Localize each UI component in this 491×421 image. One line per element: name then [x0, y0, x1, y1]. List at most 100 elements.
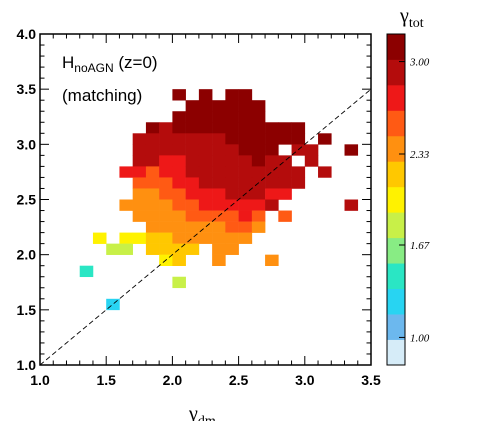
- heatmap-cell: [238, 100, 253, 112]
- heatmap-cell: [212, 166, 226, 178]
- heatmap-cell: [198, 177, 213, 189]
- heatmap-cell: [225, 188, 239, 200]
- heatmap-cell: [145, 144, 160, 156]
- colorbar-segment: [387, 339, 405, 366]
- heatmap-cell: [159, 144, 173, 156]
- heatmap-cell: [172, 221, 186, 233]
- heatmap-cell: [265, 144, 279, 156]
- colorbar-tick-label: 2.33: [410, 149, 430, 161]
- heatmap-cell: [251, 155, 266, 167]
- heatmap-cell: [185, 111, 200, 123]
- heatmap-cell: [185, 232, 200, 244]
- heatmap-cell: [132, 133, 147, 145]
- heatmap-cell: [172, 254, 186, 266]
- annotation-model-label: HnoAGN (z=0): [62, 53, 158, 75]
- x-tick-label: 3.5: [361, 372, 381, 388]
- heatmap-cell: [212, 133, 226, 145]
- heatmap-cell: [185, 133, 200, 145]
- heatmap-cell: [212, 188, 226, 200]
- heatmap-cell: [132, 232, 147, 244]
- heatmap-cell: [212, 122, 226, 134]
- heatmap-cell: [159, 166, 173, 178]
- heatmap-cell: [225, 166, 239, 178]
- heatmap-cell: [212, 254, 226, 266]
- heatmap-cell: [172, 111, 186, 123]
- heatmap-cell: [198, 122, 213, 134]
- heatmap-cell: [238, 221, 253, 233]
- heatmap-cell: [212, 111, 226, 123]
- heatmap-cell: [119, 232, 133, 244]
- heatmap-cell: [159, 210, 173, 222]
- colorbar-segment: [387, 135, 405, 162]
- x-tick-label: 1.0: [30, 372, 50, 388]
- heatmap-cell: [132, 210, 147, 222]
- heatmap-cell: [318, 166, 332, 178]
- heatmap-cell: [132, 144, 147, 156]
- heatmap-cell: [159, 232, 173, 244]
- heatmap-cell: [304, 155, 319, 167]
- colorbar-segment: [387, 161, 405, 188]
- heatmap-cell: [225, 111, 239, 123]
- heatmap-cell: [185, 122, 200, 134]
- heatmap-cell: [212, 243, 226, 255]
- colorbar-tick-label: 3.00: [409, 57, 430, 69]
- heatmap-cell: [172, 166, 186, 178]
- y-tick-label: 3.5: [17, 81, 37, 97]
- heatmap-cell: [278, 210, 292, 222]
- heatmap-cell: [198, 100, 213, 112]
- heatmap-cell: [251, 111, 266, 123]
- heatmap-cell: [159, 221, 173, 233]
- heatmap-cell: [238, 177, 253, 189]
- heatmap-cell: [172, 177, 186, 189]
- heatmap-cell: [212, 221, 226, 233]
- heatmap-cell: [185, 188, 200, 200]
- heatmap-cell: [265, 122, 279, 134]
- heatmap-cell: [291, 177, 306, 189]
- heatmap-cell: [291, 133, 306, 145]
- heatmap-cell: [265, 166, 279, 178]
- heatmap-cell: [238, 144, 253, 156]
- y-tick-label: 2.0: [17, 247, 37, 263]
- heatmap-cell: [198, 144, 213, 156]
- colorbar-segment: [387, 314, 405, 340]
- heatmap-cell: [251, 122, 266, 134]
- heatmap-cell: [212, 144, 226, 156]
- y-tick-label: 3.0: [17, 136, 37, 152]
- heatmap-cell: [145, 210, 160, 222]
- heatmap-cell: [291, 122, 306, 134]
- heatmap-cell: [225, 133, 239, 145]
- x-tick-label: 2.0: [163, 372, 183, 388]
- heatmap-cell: [198, 166, 213, 178]
- heatmap-cell: [212, 177, 226, 189]
- heatmap-cell: [238, 199, 253, 211]
- y-axis-ticks: 1.0 1.5 2.0 2.5 3.0 3.5 4.0: [17, 26, 371, 373]
- heatmap-cell: [225, 243, 239, 255]
- heatmap-cell: [238, 133, 253, 145]
- heatmap-cell: [172, 276, 186, 289]
- heatmap-cell: [185, 100, 200, 112]
- heatmap-cell: [225, 232, 239, 244]
- heatmap-cells: [79, 89, 359, 311]
- colorbar-tick-label: 1.00: [410, 332, 430, 344]
- heatmap-cell: [172, 199, 186, 211]
- heatmap-cell: [159, 243, 173, 255]
- heatmap-cell: [92, 232, 107, 244]
- heatmap-cell: [278, 188, 292, 200]
- colorbar-segment: [387, 110, 405, 137]
- heatmap-cell: [225, 89, 239, 101]
- colorbar-title: γtot: [399, 5, 424, 31]
- heatmap-cell: [172, 133, 186, 145]
- annotation-matching: (matching): [62, 86, 142, 105]
- heatmap-cell: [225, 100, 239, 112]
- heatmap-cell: [278, 133, 292, 145]
- heatmap-cell: [251, 166, 266, 178]
- heatmap-cell: [172, 155, 186, 167]
- heatmap-cell: [198, 210, 213, 222]
- heatmap-cell: [159, 188, 173, 200]
- y-tick-label: 2.5: [17, 192, 37, 208]
- heatmap-cell: [238, 210, 253, 222]
- heatmap-cell: [185, 155, 200, 167]
- heatmap-cell: [198, 155, 213, 167]
- heatmap-cell: [265, 188, 279, 200]
